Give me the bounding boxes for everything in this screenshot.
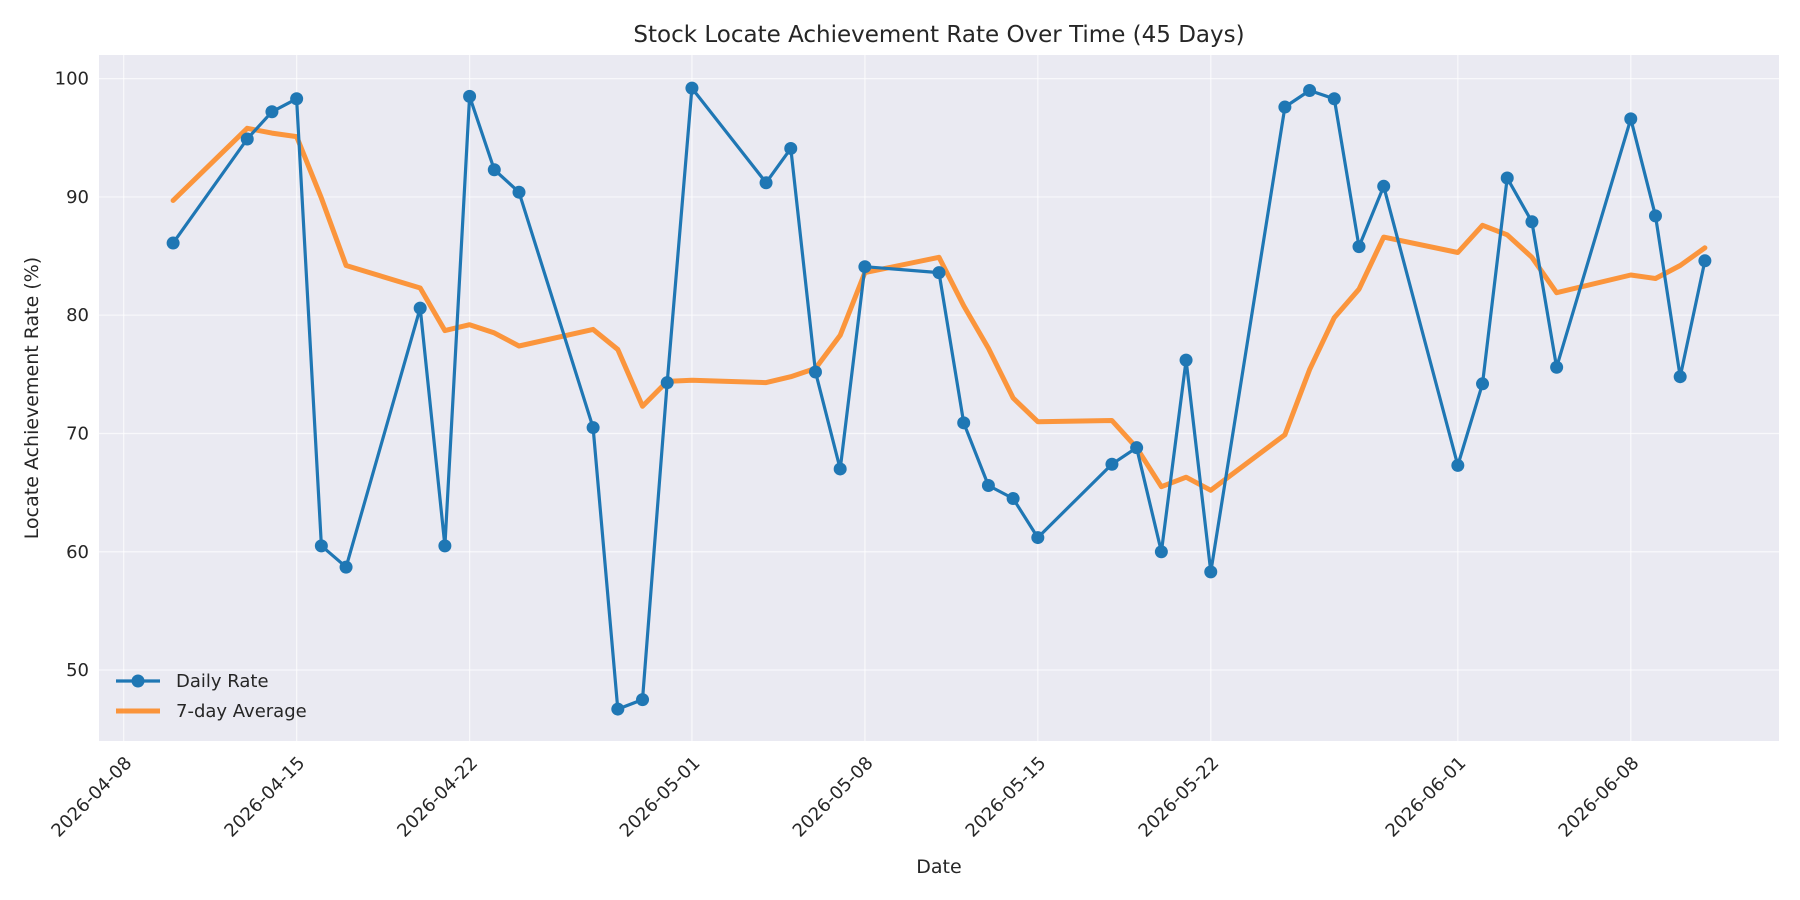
daily-point (759, 176, 773, 190)
daily-point (1130, 441, 1144, 455)
daily-point (586, 421, 600, 435)
daily-point (1673, 370, 1687, 384)
daily-point (833, 462, 847, 476)
y-tick-label: 70 (66, 423, 89, 444)
x-tick-label: 2026-04-15 (220, 753, 309, 842)
x-tick-label: 2026-06-08 (1555, 753, 1644, 842)
daily-point (413, 301, 427, 315)
x-tick-label: 2026-04-22 (393, 753, 482, 842)
daily-point (957, 416, 971, 430)
y-tick-labels: 50 60 70 80 90 100 (55, 69, 89, 681)
y-tick-label: 100 (55, 69, 89, 90)
daily-point (1377, 179, 1391, 193)
daily-point (1500, 171, 1514, 185)
x-tick-label: 2026-05-22 (1135, 753, 1224, 842)
daily-point (512, 185, 526, 199)
daily-point (487, 163, 501, 177)
x-tick-label: 2026-05-01 (616, 753, 705, 842)
x-tick-label: 2026-05-15 (962, 753, 1051, 842)
daily-point (1525, 215, 1539, 229)
daily-point (240, 132, 254, 146)
daily-point (1327, 92, 1341, 106)
daily-point (290, 92, 304, 106)
daily-point (1451, 458, 1465, 472)
legend-daily-label: Daily Rate (176, 671, 269, 692)
x-axis-label: Date (916, 856, 961, 878)
daily-point (265, 105, 279, 119)
plot-background (99, 55, 1779, 741)
legend-daily-marker (131, 674, 145, 688)
daily-point (611, 702, 625, 716)
daily-point (1031, 531, 1045, 545)
daily-point (1550, 360, 1564, 374)
x-tick-label: 2026-05-08 (789, 753, 878, 842)
daily-point (1698, 254, 1712, 268)
daily-point (1303, 83, 1317, 97)
daily-point (1105, 457, 1119, 471)
daily-point (660, 376, 674, 390)
daily-point (981, 479, 995, 493)
daily-point (438, 539, 452, 553)
daily-point (1278, 100, 1292, 114)
y-tick-label: 60 (66, 542, 89, 563)
legend-average-label: 7-day Average (176, 701, 307, 722)
daily-point (1624, 112, 1638, 126)
grid (99, 55, 1779, 741)
daily-point (1006, 492, 1020, 506)
daily-point (1204, 565, 1218, 579)
daily-point (1476, 377, 1490, 391)
chart-title: Stock Locate Achievement Rate Over Time … (633, 22, 1244, 48)
daily-point (636, 693, 650, 707)
daily-point (858, 260, 872, 274)
daily-point (339, 560, 353, 574)
daily-point (463, 89, 477, 103)
daily-point (784, 141, 798, 155)
daily-point (1179, 353, 1193, 367)
x-tick-label: 2026-04-08 (47, 753, 136, 842)
y-axis-label: Locate Achievement Rate (%) (21, 257, 43, 539)
series (166, 81, 1712, 716)
legend: Daily Rate 7-day Average (116, 671, 307, 722)
daily-point (1352, 240, 1366, 254)
daily-point (932, 266, 946, 280)
x-tick-labels: 2026-04-08 2026-04-15 2026-04-22 2026-05-01… (47, 753, 1643, 842)
y-tick-label: 50 (66, 660, 89, 681)
daily-point (808, 365, 822, 379)
daily-point (685, 81, 699, 95)
daily-point (1648, 209, 1662, 223)
x-tick-label: 2026-06-01 (1382, 753, 1471, 842)
daily-point (1154, 545, 1168, 559)
daily-point (314, 539, 328, 553)
y-tick-label: 90 (66, 187, 89, 208)
daily-point (166, 236, 180, 250)
average-series-line (170, 125, 1708, 493)
y-tick-label: 80 (66, 305, 89, 326)
